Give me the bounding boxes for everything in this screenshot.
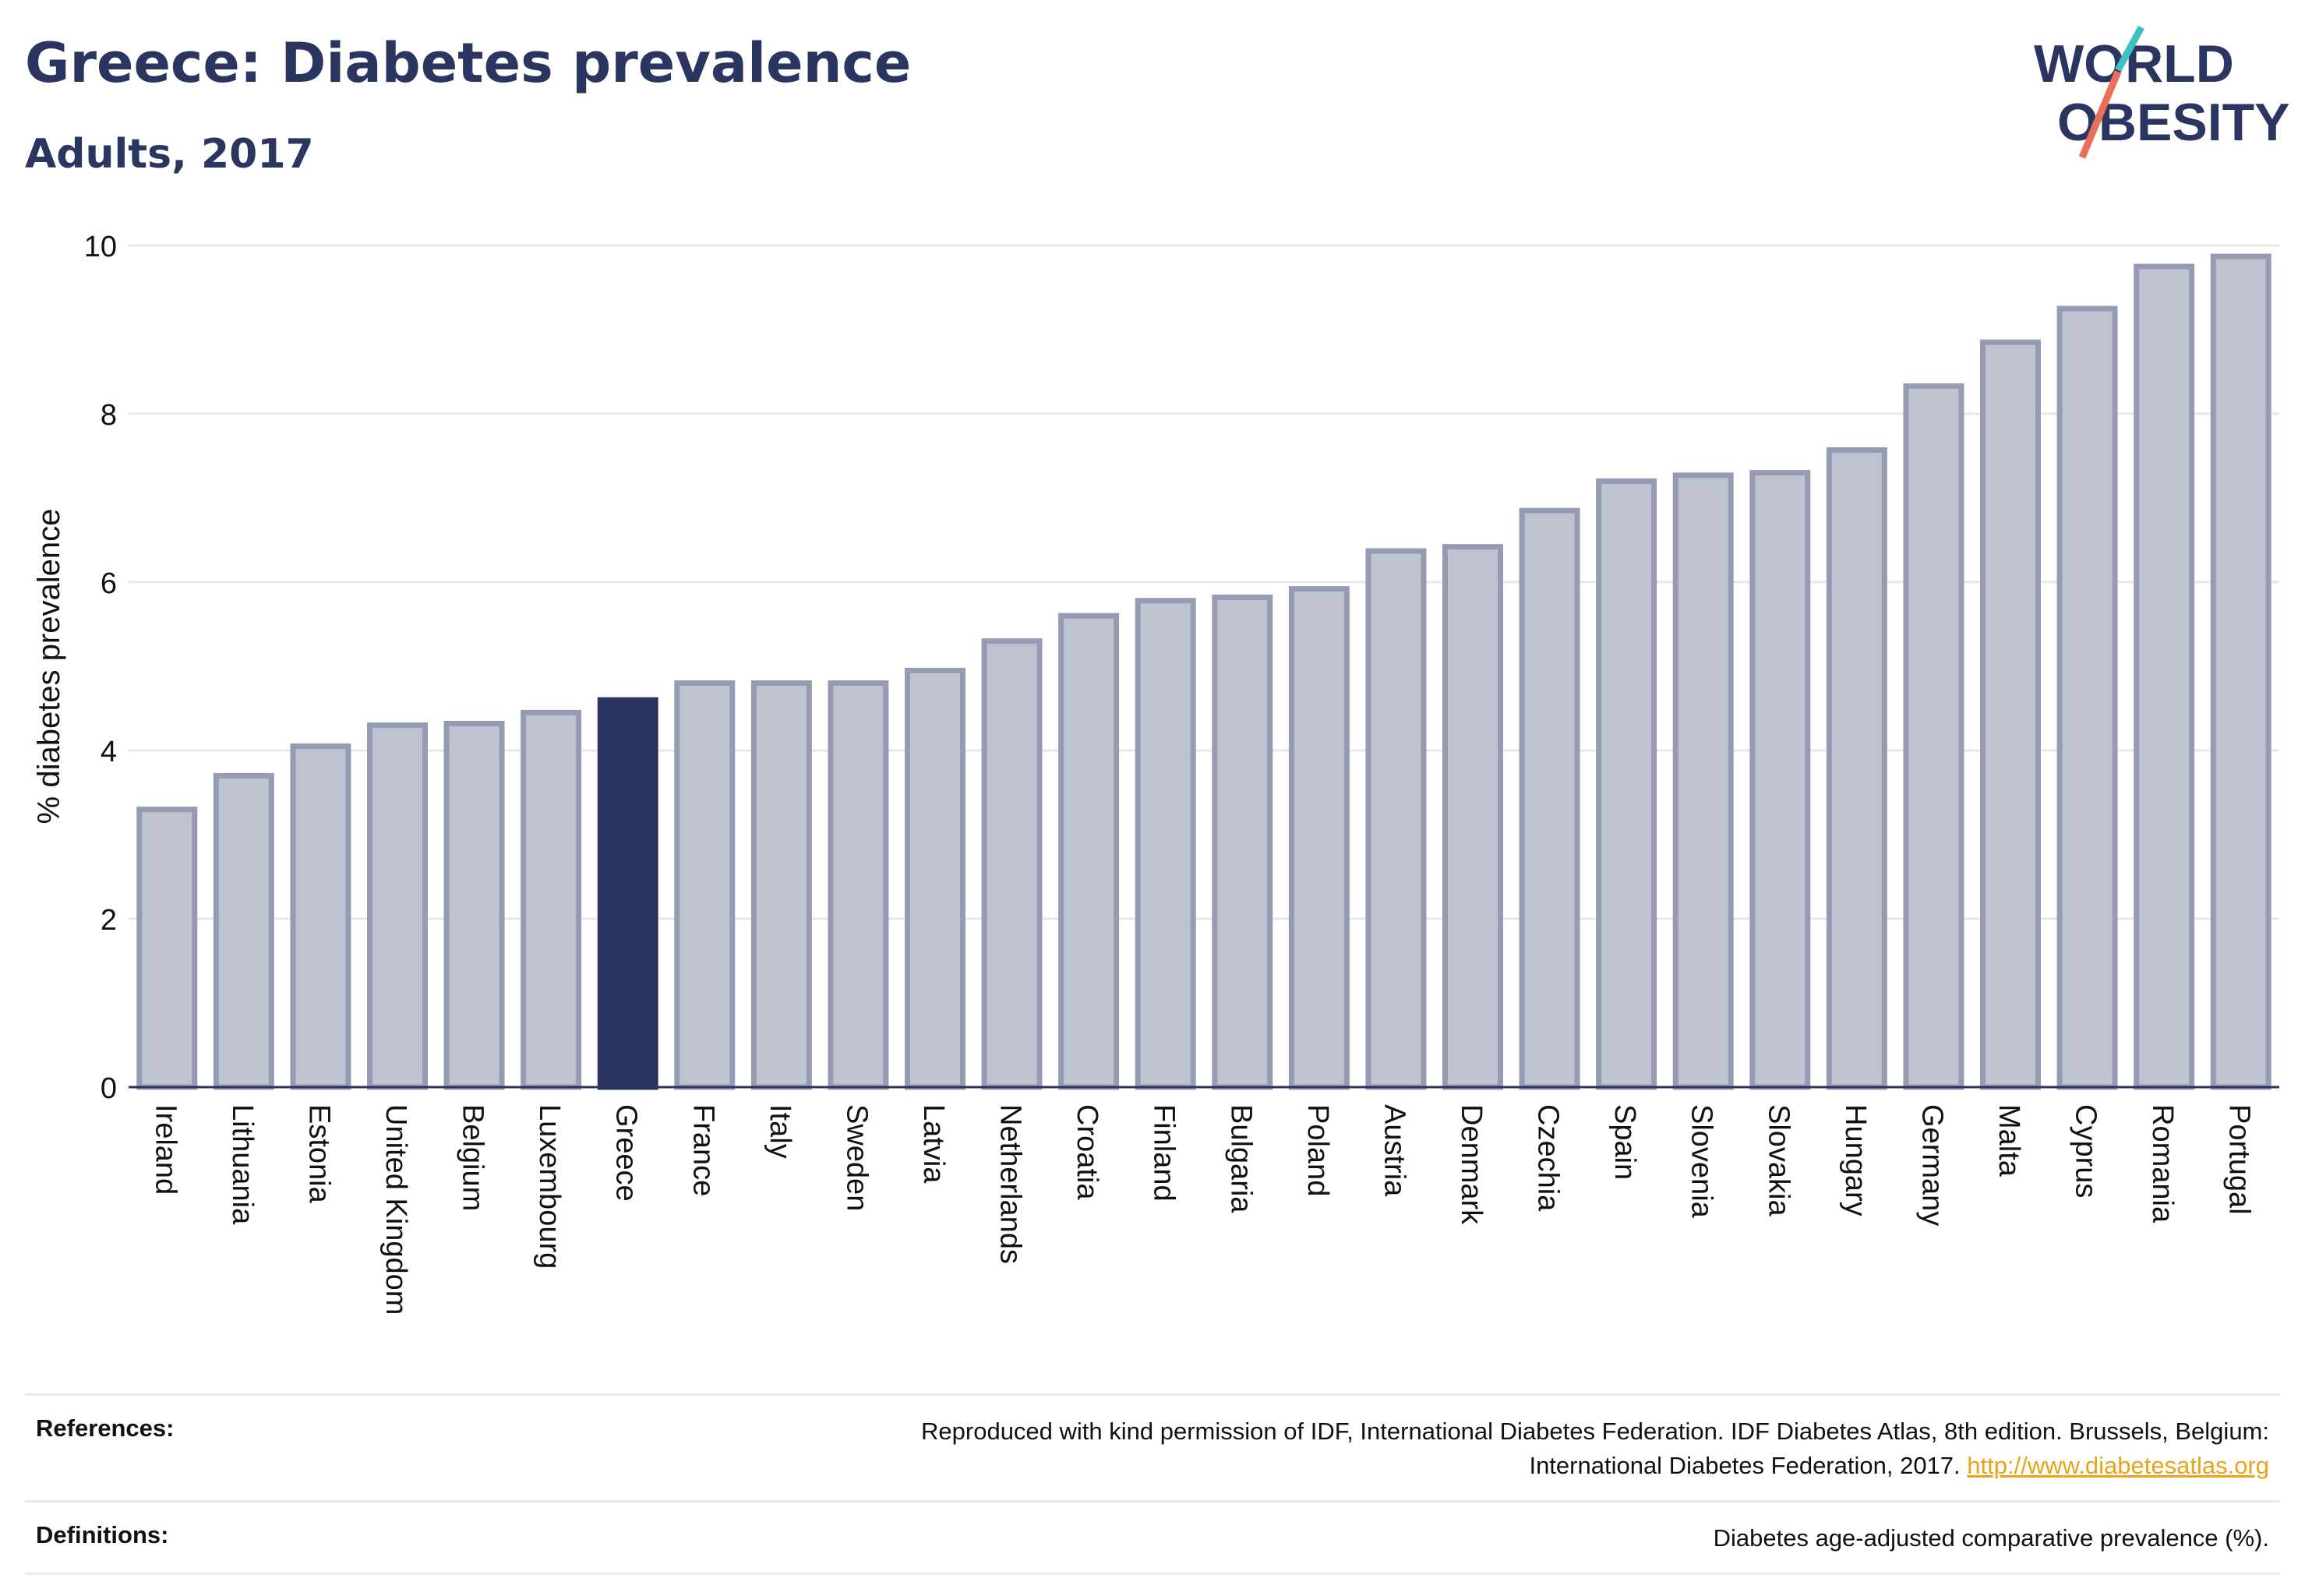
- x-tick-labels: Ireland Lithuania Estonia United Kingdom Bel…: [149, 1104, 2255, 1315]
- references-row: References: Reproduced with kind permiss…: [25, 1393, 2280, 1500]
- y-tick-label: 8: [101, 399, 117, 432]
- bar-lithuania: [213, 772, 274, 1090]
- x-tick-label: Poland: [1301, 1104, 1334, 1196]
- y-tick-label: 0: [101, 1072, 117, 1105]
- x-tick-label: Germany: [1915, 1104, 1948, 1226]
- x-tick-label: Estonia: [302, 1104, 335, 1204]
- bar-bulgaria: [1212, 594, 1273, 1090]
- references-text-line2: International Diabetes Federation, 2017.: [1529, 1452, 1961, 1479]
- x-tick-label: Portugal: [2223, 1104, 2256, 1215]
- references-text: Reproduced with kind permission of IDF, …: [921, 1414, 2269, 1483]
- references-link[interactable]: http://www.diabetesatlas.org: [1967, 1452, 2269, 1479]
- bar-spain: [1596, 478, 1657, 1090]
- x-tick-label: Ireland: [149, 1104, 182, 1195]
- bar-greece: [597, 697, 658, 1090]
- x-tick-label: Austria: [1378, 1104, 1410, 1197]
- bar-romania: [2134, 263, 2195, 1090]
- chart-title: Greece: Diabetes prevalence: [25, 31, 912, 95]
- y-tick-labels: 0 2 4 6 8 10: [84, 231, 117, 1105]
- references-text-line1: Reproduced with kind permission of IDF, …: [921, 1418, 2269, 1445]
- bar-malta: [1980, 339, 2041, 1090]
- bar-finland: [1135, 598, 1196, 1090]
- definitions-label: Definitions:: [36, 1521, 169, 1548]
- x-tick-label: Romania: [2146, 1104, 2179, 1223]
- x-tick-label: Spain: [1608, 1104, 1641, 1180]
- x-tick-label: Slovakia: [1762, 1104, 1795, 1216]
- x-tick-label: Finland: [1148, 1104, 1181, 1202]
- bar-austria: [1365, 548, 1427, 1090]
- definitions-text: Diabetes age-adjusted comparative preval…: [1713, 1524, 2269, 1552]
- y-tick-label: 2: [101, 904, 117, 937]
- x-tick-label: Belgium: [457, 1104, 489, 1211]
- x-tick-label: Latvia: [917, 1104, 950, 1184]
- x-tick-label: Luxembourg: [533, 1104, 566, 1269]
- chart-subtitle: Adults, 2017: [25, 131, 314, 178]
- bar-sweden: [828, 680, 889, 1090]
- bar-latvia: [905, 667, 965, 1090]
- x-tick-label: Netherlands: [994, 1104, 1027, 1264]
- x-tick-label: Cyprus: [2070, 1104, 2102, 1198]
- bar-chart: 0 2 4 6 8 10 Ireland Lithuania Estonia United Ki…: [32, 231, 2279, 1315]
- definitions-row: Definitions: Diabetes age-adjusted compa…: [25, 1500, 2280, 1575]
- x-tick-label: Czechia: [1532, 1104, 1565, 1212]
- y-tick-label: 10: [84, 231, 117, 263]
- bar-united-kingdom: [367, 722, 428, 1090]
- x-tick-label: France: [687, 1104, 719, 1196]
- x-tick-label: Denmark: [1455, 1104, 1488, 1225]
- bar-poland: [1288, 586, 1350, 1090]
- x-tick-label: Slovenia: [1686, 1104, 1718, 1219]
- bar-denmark: [1442, 544, 1503, 1090]
- x-tick-label: Bulgaria: [1224, 1104, 1257, 1213]
- world-obesity-logo: WORLD OBESITY: [2034, 25, 2290, 159]
- bar-estonia: [290, 743, 351, 1090]
- bar-germany: [1903, 383, 1964, 1090]
- references-label: References:: [36, 1414, 175, 1442]
- y-tick-label: 4: [101, 736, 117, 768]
- logo-slash-teal: [2115, 25, 2144, 72]
- y-axis-label: % diabetes prevalence: [32, 509, 66, 824]
- x-tick-label: Lithuania: [226, 1104, 259, 1225]
- bar-belgium: [443, 720, 505, 1090]
- bar-croatia: [1058, 613, 1120, 1090]
- bar-slovakia: [1749, 470, 1811, 1090]
- x-tick-label: Croatia: [1071, 1104, 1103, 1200]
- x-tick-label: Malta: [1993, 1104, 2025, 1178]
- x-tick-label: United Kingdom: [379, 1104, 412, 1315]
- bar-luxembourg: [521, 709, 582, 1090]
- x-tick-label: Sweden: [840, 1104, 873, 1211]
- bar-italy: [750, 680, 812, 1090]
- notes-table: References: Reproduced with kind permiss…: [25, 1393, 2280, 1575]
- bar-netherlands: [981, 638, 1043, 1090]
- bar-france: [674, 680, 736, 1090]
- y-tick-label: 6: [101, 567, 117, 600]
- bar-slovenia: [1672, 472, 1734, 1090]
- bars: [136, 253, 2271, 1090]
- bar-portugal: [2210, 253, 2271, 1090]
- bar-ireland: [136, 807, 198, 1090]
- logo-slash-coral: [2078, 70, 2122, 159]
- x-tick-label: Italy: [764, 1104, 796, 1159]
- bar-hungary: [1826, 447, 1887, 1090]
- bar-czechia: [1519, 507, 1580, 1090]
- bar-cyprus: [2056, 305, 2118, 1090]
- x-tick-label: Hungary: [1839, 1104, 1872, 1216]
- x-tick-label: Greece: [610, 1104, 643, 1202]
